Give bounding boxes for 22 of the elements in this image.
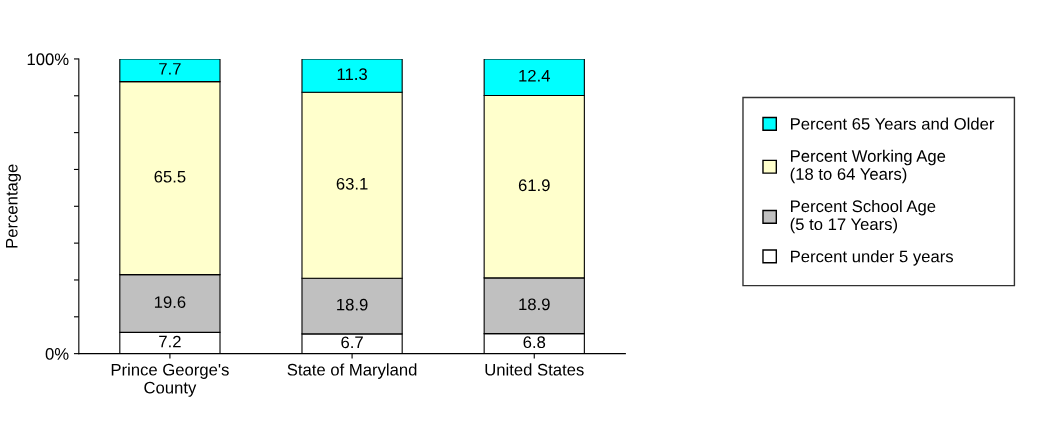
y-tick-label: 100% bbox=[27, 53, 69, 66]
data-label: 65.5 bbox=[154, 170, 186, 183]
data-label: 6.8 bbox=[523, 336, 546, 349]
data-label: 18.9 bbox=[519, 298, 550, 311]
y-tick-label: 0% bbox=[45, 348, 69, 360]
data-label: 61.9 bbox=[518, 179, 550, 192]
data-label: 7.2 bbox=[159, 335, 181, 348]
data-label: 12.4 bbox=[519, 69, 550, 82]
legend-label: Percent School Age (5 to 17 Years) bbox=[790, 199, 936, 234]
x-tick-label: State of Maryland bbox=[287, 363, 417, 379]
data-label: 7.7 bbox=[159, 63, 181, 75]
data-label: 18.9 bbox=[337, 298, 368, 311]
data-label: 11.3 bbox=[337, 68, 367, 81]
legend-label: Percent under 5 years bbox=[791, 250, 954, 266]
x-tick-label: Prince George's County bbox=[111, 363, 229, 397]
legend-label: Percent Working Age (18 to 64 Years) bbox=[790, 149, 946, 184]
x-tick-label: United States bbox=[485, 363, 584, 376]
data-label: 63.1 bbox=[336, 177, 368, 190]
y-axis-title: Percentage bbox=[6, 164, 21, 248]
data-label: 6.7 bbox=[341, 336, 363, 349]
legend-label: Percent 65 Years and Older bbox=[791, 117, 995, 130]
data-label: 19.6 bbox=[154, 296, 186, 309]
